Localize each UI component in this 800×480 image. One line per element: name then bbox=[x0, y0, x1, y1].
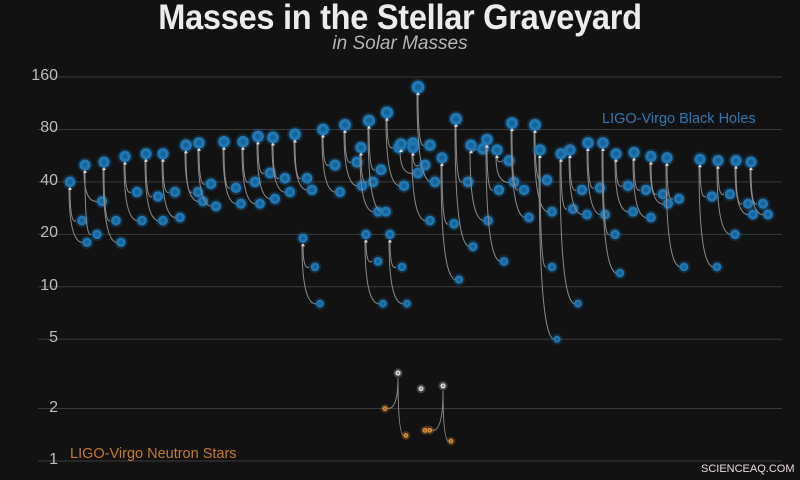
merger-connector bbox=[388, 240, 406, 305]
y-tick-label: 80 bbox=[40, 119, 58, 137]
merger-connector bbox=[367, 126, 385, 213]
merger-connector bbox=[560, 159, 568, 210]
merger-connector bbox=[301, 244, 319, 305]
merger-connector bbox=[699, 165, 707, 198]
legend-black-holes: LIGO-Virgo Black Holes bbox=[602, 111, 756, 127]
merger-connector bbox=[486, 145, 494, 191]
merger-connector bbox=[469, 151, 487, 222]
merger-connector bbox=[124, 162, 132, 193]
merger-connector bbox=[432, 390, 444, 431]
merger-connector bbox=[185, 151, 193, 193]
merger-connector bbox=[587, 148, 595, 189]
merger-connector bbox=[272, 143, 280, 180]
merger-connector bbox=[242, 147, 250, 183]
merger-connector bbox=[440, 163, 458, 281]
y-tick-label: 160 bbox=[31, 67, 58, 85]
y-tick-label: 10 bbox=[40, 276, 58, 294]
merger-connector bbox=[387, 378, 399, 410]
merger-connector bbox=[102, 168, 120, 243]
merger-connector bbox=[454, 124, 472, 248]
merger-connector bbox=[417, 93, 425, 146]
merger-connector bbox=[397, 378, 405, 437]
merger-connector bbox=[198, 148, 206, 185]
merger-connector bbox=[389, 240, 397, 268]
legend-neutron-stars: LIGO-Virgo Neutron Stars bbox=[70, 446, 237, 462]
y-tick-label: 1 bbox=[49, 451, 58, 468]
y-tick-label: 20 bbox=[40, 224, 58, 242]
merger-connector bbox=[455, 124, 463, 183]
merger-connector bbox=[717, 166, 725, 196]
merger-connector bbox=[386, 118, 394, 149]
merger-connector bbox=[322, 135, 330, 166]
merger-connector bbox=[344, 130, 352, 163]
y-tick-label: 2 bbox=[49, 398, 58, 416]
merger-connector bbox=[162, 159, 170, 193]
merger-connector bbox=[510, 129, 528, 218]
credit-watermark: SCIENCEAQ.COM bbox=[701, 463, 795, 475]
merger-connector bbox=[538, 155, 556, 340]
merger-connector bbox=[602, 148, 610, 235]
merger-connector bbox=[441, 163, 449, 225]
merger-connector bbox=[302, 244, 310, 268]
merger-connector bbox=[412, 153, 420, 167]
merger-connector bbox=[442, 390, 450, 442]
y-tick-label: 40 bbox=[40, 171, 58, 189]
merger-connector bbox=[364, 240, 382, 305]
y-tick-label: 5 bbox=[49, 329, 58, 347]
merger-connector bbox=[601, 148, 619, 274]
merger-connector bbox=[511, 129, 519, 191]
merger-connector bbox=[485, 145, 503, 262]
merger-connector bbox=[365, 240, 373, 263]
merger-connector bbox=[145, 159, 153, 198]
merger-connector bbox=[533, 130, 551, 213]
merger-connector bbox=[569, 155, 577, 191]
merger-connector bbox=[257, 142, 265, 174]
merger-connector bbox=[360, 153, 368, 183]
chart-subtitle: in Solar Masses bbox=[332, 33, 468, 54]
merger-connector bbox=[68, 187, 86, 243]
merger-connector bbox=[633, 158, 641, 191]
merger-connector bbox=[750, 168, 758, 205]
merger-connector bbox=[698, 165, 716, 268]
merger-connector bbox=[294, 140, 302, 180]
merger-connector bbox=[559, 159, 577, 305]
merger-connector bbox=[539, 155, 547, 268]
merger-connector bbox=[103, 168, 111, 222]
chart-title: Masses in the Stellar Graveyard bbox=[158, 0, 642, 37]
merger-connector bbox=[368, 126, 376, 171]
merger-connector bbox=[615, 159, 623, 187]
merger-connector bbox=[411, 153, 429, 222]
merger-connector bbox=[666, 163, 674, 200]
merger-connector bbox=[223, 147, 231, 189]
merger-connector bbox=[69, 187, 77, 222]
merger-connector bbox=[716, 166, 734, 235]
merger-connector bbox=[665, 163, 683, 268]
